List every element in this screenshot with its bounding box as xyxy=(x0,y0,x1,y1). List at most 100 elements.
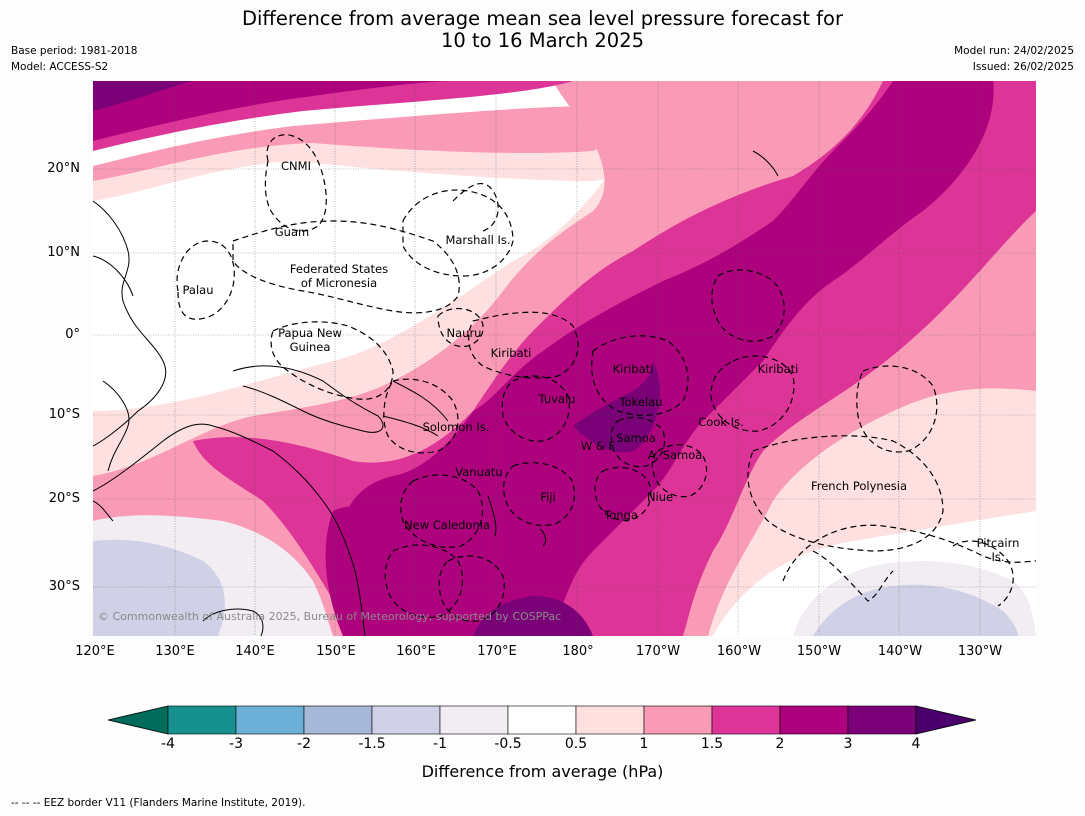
place-label-vanuatu: Vanuatu xyxy=(455,465,503,479)
colorbar-tick-2: -2 xyxy=(297,736,311,752)
eez-borders xyxy=(176,134,1036,622)
colorbar-over-arrow xyxy=(915,705,977,735)
place-label-kiribati-west: Kiribati xyxy=(490,346,532,360)
model-run-text: Model run: 24/02/2025 xyxy=(954,45,1074,57)
lon-label-160w: 160°W xyxy=(716,644,762,659)
colorbar-segment xyxy=(779,705,849,735)
colorbar-tick-11: 4 xyxy=(911,736,921,752)
place-label-american-samoa: A. Samoa xyxy=(647,448,703,462)
place-label-fsm-line1: Federated States xyxy=(289,262,389,276)
place-label-png-line2: Guinea xyxy=(289,340,331,354)
colorbar-segment xyxy=(575,705,645,735)
lon-label-170w: 170°W xyxy=(635,644,681,659)
colorbar-tick-3: -1.5 xyxy=(358,736,386,752)
colorbar-tick-6: 0.5 xyxy=(564,736,588,752)
colorbar-segment xyxy=(643,705,713,735)
lon-label-140w: 140°W xyxy=(877,644,923,659)
lon-label-170e: 170°E xyxy=(477,644,517,659)
colorbar-segment xyxy=(235,705,305,735)
lat-label-20n: 20°N xyxy=(47,161,80,176)
place-label-kiribati-east: Kiribati xyxy=(757,362,799,376)
place-label-nauru: Nauru xyxy=(446,326,482,340)
lon-label-150w: 150°W xyxy=(796,644,842,659)
lat-label-10s: 10°S xyxy=(48,407,80,422)
place-label-palau: Palau xyxy=(182,283,214,297)
place-label-pitcairn: Pitcairn Is. xyxy=(977,536,1020,564)
colorbar-segments xyxy=(167,705,917,735)
graticule xyxy=(93,81,1036,636)
place-label-png-line1: Papua New xyxy=(278,326,342,340)
place-label-kiribati-central: Kiribati xyxy=(612,362,654,376)
colorbar-label: Difference from average (hPa) xyxy=(421,762,664,781)
place-label-french-polynesia: French Polynesia xyxy=(810,479,908,493)
contour-1-1.5-north xyxy=(93,106,610,181)
place-label-cook: Cook Is. xyxy=(698,415,744,429)
place-label-guam: Guam xyxy=(274,225,310,239)
contour-2-3-south xyxy=(325,505,523,636)
colorbar-tick-7: 1 xyxy=(639,736,649,752)
colorbar-segment xyxy=(439,705,509,735)
place-label-pitcairn-line2: Is. xyxy=(991,550,1005,564)
lon-label-150e: 150°E xyxy=(316,644,356,659)
lat-label-30s: 30°S xyxy=(48,579,80,594)
place-label-new-caledonia: New Caledonia xyxy=(404,518,490,532)
contour-3-4-center xyxy=(573,361,661,453)
lat-label-0: 0° xyxy=(65,327,80,342)
colorbar xyxy=(107,705,977,735)
colorbar-tick-0: -4 xyxy=(161,736,175,752)
contour-neg-1--1.5-sw xyxy=(93,539,225,636)
place-label-pitcairn-line1: Pitcairn xyxy=(976,536,1020,550)
meta-left: Base period: 1981-2018 Model: ACCESS-S2 xyxy=(11,43,137,75)
place-label-tonga: Tonga xyxy=(604,508,638,522)
colorbar-segment xyxy=(847,705,917,735)
lon-label-130w: 130°W xyxy=(957,644,1003,659)
place-label-png: Papua New Guinea xyxy=(278,326,342,354)
issued-text: Issued: 26/02/2025 xyxy=(972,61,1074,73)
place-label-marshall: Marshall Is. xyxy=(445,233,511,247)
place-label-fiji: Fiji xyxy=(540,490,556,504)
place-label-fsm-line2: of Micronesia xyxy=(300,276,378,290)
lat-label-10n: 10°N xyxy=(47,245,80,260)
lon-label-160e: 160°E xyxy=(396,644,436,659)
place-label-cnmi: CNMI xyxy=(281,159,311,173)
colorbar-tick-5: -0.5 xyxy=(494,736,522,752)
place-label-tokelau: Tokelau xyxy=(619,395,663,409)
meta-right: Model run: 24/02/2025 Issued: 26/02/2025 xyxy=(954,43,1074,75)
colorbar-tick-10: 3 xyxy=(843,736,853,752)
place-label-tuvalu: Tuvalu xyxy=(538,392,576,406)
contour-2-3 xyxy=(343,81,994,636)
lon-label-140e: 140°E xyxy=(235,644,275,659)
lon-label-120e: 120°E xyxy=(75,644,115,659)
base-period-text: Base period: 1981-2018 xyxy=(11,45,138,57)
contour-3-4-north xyxy=(93,81,193,111)
model-text: Model: ACCESS-S2 xyxy=(11,61,109,73)
colorbar-tick-4: -1 xyxy=(433,736,447,752)
colorbar-tick-1: -3 xyxy=(229,736,243,752)
coastlines xyxy=(93,150,779,636)
contour-2-3-north xyxy=(93,81,453,141)
colorbar-segment xyxy=(167,705,237,735)
lon-label-130e: 130°E xyxy=(155,644,195,659)
place-label-fsm: Federated States of Micronesia xyxy=(290,262,388,290)
contour-neg-1--1.5-se xyxy=(813,584,1018,636)
lat-label-20s: 20°S xyxy=(48,491,80,506)
title-line-1: Difference from average mean sea level p… xyxy=(242,7,843,30)
contour-3-4-south xyxy=(473,596,593,636)
place-label-solomon: Solomon Is. xyxy=(422,420,490,434)
place-label-wallis-futuna: W & F xyxy=(580,439,616,453)
chart-title: Difference from average mean sea level p… xyxy=(0,8,1085,52)
colorbar-segment xyxy=(303,705,373,735)
colorbar-segment xyxy=(371,705,441,735)
title-line-2: 10 to 16 March 2025 xyxy=(440,29,645,52)
place-label-niue: Niue xyxy=(646,490,674,504)
colorbar-tick-9: 2 xyxy=(775,736,785,752)
place-label-samoa: Samoa xyxy=(616,431,656,445)
colorbar-segment xyxy=(711,705,781,735)
lon-label-180: 180° xyxy=(562,644,594,659)
colorbar-tick-8: 1.5 xyxy=(700,736,724,752)
eez-footnote: -- -- -- EEZ border V11 (Flanders Marine… xyxy=(11,797,306,809)
colorbar-segment xyxy=(507,705,577,735)
colorbar-under-arrow xyxy=(107,705,169,735)
pressure-anomaly-map xyxy=(93,81,1036,636)
copyright-notice: © Commonwealth of Australia 2025, Bureau… xyxy=(98,610,562,623)
